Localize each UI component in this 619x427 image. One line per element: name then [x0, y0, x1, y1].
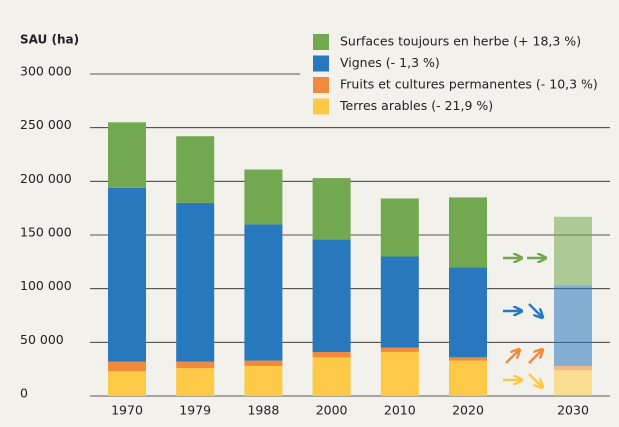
legend-swatch [313, 55, 329, 72]
legend-label: Surfaces toujours en herbe (+ 18,3 %) [340, 34, 581, 49]
legend [300, 28, 612, 118]
legend-swatch [313, 98, 329, 115]
bar-segment [108, 122, 146, 188]
bar-segment [108, 187, 146, 362]
y-tick-label: 150 000 [20, 225, 72, 240]
arrow [505, 350, 519, 364]
bar-segment [312, 351, 351, 358]
arrow [528, 303, 542, 317]
bar-segment [244, 224, 283, 361]
legend-label: Terres arables (- 21,9 %) [339, 98, 493, 113]
x-tick-label: 2010 [384, 403, 416, 418]
bar-segment [554, 285, 592, 366]
bar-segment [449, 357, 487, 361]
y-tick-label: 50 000 [20, 332, 64, 347]
arrow [528, 350, 542, 364]
y-tick-label: 200 000 [20, 171, 72, 186]
y-axis-label: SAU (ha) [20, 33, 79, 47]
bar-segment [176, 361, 215, 369]
bar-segment [380, 347, 419, 352]
bar-segment [244, 360, 283, 366]
legend-swatch [313, 34, 329, 50]
x-tick-label: 1970 [111, 403, 143, 418]
bar-segment [312, 357, 351, 396]
bar-segment [108, 371, 146, 396]
y-tick-label: 250 000 [20, 117, 72, 132]
legend-label: Vignes (- 1,3 %) [340, 55, 440, 70]
bar-segment [176, 202, 215, 362]
bar-segment [380, 256, 419, 348]
trend-arrows [503, 258, 545, 387]
bar-segment [554, 216, 592, 286]
x-tick-label: 1988 [247, 403, 279, 418]
bar-segment [176, 136, 215, 203]
bar-segment [312, 239, 351, 352]
arrow [528, 373, 542, 387]
legend-label: Fruits et cultures permanentes (- 10,3 %… [340, 77, 598, 92]
x-tick-label: 2020 [452, 403, 484, 418]
x-tick-label: 2030 [557, 403, 589, 418]
bar-segment [449, 360, 487, 396]
bar-segment [449, 267, 487, 358]
x-tick-label: 1979 [179, 403, 211, 418]
bar-segment [449, 197, 487, 268]
bar-segment [380, 198, 419, 257]
bar-segment [380, 351, 419, 396]
y-tick-label: 0 [20, 386, 28, 401]
bar-segment [244, 169, 283, 225]
bar-segment [176, 368, 215, 396]
y-tick-label: 100 000 [20, 278, 72, 293]
bar-segment [554, 365, 592, 371]
legend-swatch [313, 77, 329, 93]
bar-segment [554, 370, 592, 396]
bar-segment [312, 178, 351, 240]
y-tick-label: 300 000 [20, 64, 72, 79]
x-tick-label: 2000 [316, 403, 348, 418]
bar-segment [244, 365, 283, 396]
bar-segment [108, 361, 146, 372]
